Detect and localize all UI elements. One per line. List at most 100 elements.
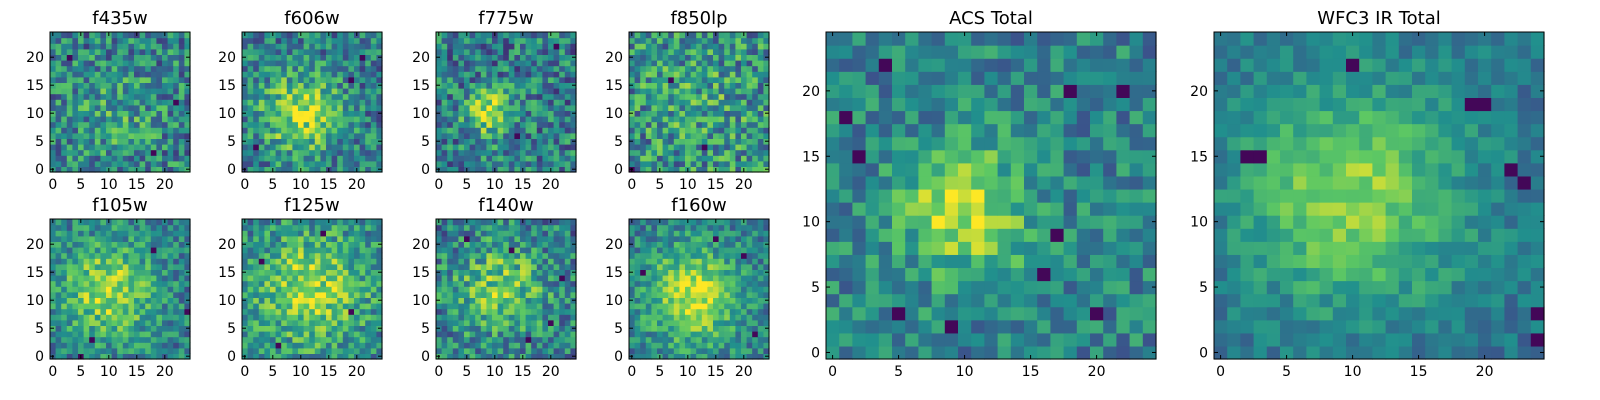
heatmap-cell [156,166,163,173]
heatmap-cell [342,219,349,226]
heatmap-cell [156,104,163,111]
heatmap-cell [145,325,152,332]
heatmap-cell [634,291,641,298]
heatmap-cell [66,252,73,259]
heatmap-cell [298,235,305,242]
heatmap-cell [441,116,448,123]
heatmap-cell [303,60,310,67]
heatmap-cell [134,43,141,50]
heatmap-cell [94,110,101,117]
heatmap-cell [139,347,146,354]
heatmap-cell [253,325,260,332]
heatmap-cell [83,88,90,95]
heatmap-cell [508,138,515,145]
heatmap-cell [564,71,571,78]
heatmap-cell [303,297,310,304]
heatmap-cell [184,132,191,139]
heatmap-cell [134,336,141,343]
heatmap-cell [162,269,169,276]
heatmap-cell [66,65,73,72]
heatmap-cell [270,263,277,270]
heatmap-cell [326,60,333,67]
heatmap-cell [741,76,748,83]
heatmap-cell [83,155,90,162]
heatmap-cell [128,308,135,315]
heatmap-cell [729,286,736,293]
heatmap-cell [752,144,759,151]
heatmap-cell [111,88,118,95]
heatmap-cell [117,116,124,123]
heatmap-cell [548,76,555,83]
heatmap-cell [752,155,759,162]
heatmap-cell [690,275,697,282]
heatmap-cell [536,138,543,145]
heatmap-cell [359,71,366,78]
heatmap-cell [464,99,471,106]
heatmap-cell [645,37,652,44]
heatmap-cell [729,48,736,55]
heatmap-cell [645,308,652,315]
heatmap-cell [354,224,361,231]
heatmap-cell [100,32,107,39]
x-tick-label: 10 [100,364,118,380]
heatmap-cell [122,65,129,72]
heatmap-cell [178,331,185,338]
heatmap-cell [320,342,327,349]
heatmap-cell [492,121,499,128]
heatmap-cell [469,297,476,304]
heatmap-cell [746,160,753,167]
heatmap-cell [657,319,664,326]
heatmap-cell [258,82,265,89]
heatmap-cell [746,138,753,145]
heatmap-cell [55,144,62,151]
heatmap-cell [497,286,504,293]
heatmap-cell [128,252,135,259]
heatmap-cell [150,32,157,39]
heatmap-cell [354,347,361,354]
heatmap-cell [724,155,731,162]
heatmap-cell [106,93,113,100]
heatmap-cell [66,269,73,276]
heatmap-cell [270,291,277,298]
heatmap-cell [520,308,527,315]
heatmap-cell [122,104,129,111]
heatmap-cell [746,99,753,106]
heatmap-cell [275,286,282,293]
heatmap-cell [275,252,282,259]
heatmap-cell [281,230,288,237]
heatmap-cell [117,319,124,326]
heatmap-cell [253,155,260,162]
heatmap-cell [503,88,510,95]
heatmap-cell [531,32,538,39]
heatmap-cell [309,132,316,139]
heatmap-cell [436,104,443,111]
heatmap-cell [94,65,101,72]
heatmap-cell [309,138,316,145]
heatmap-cell [331,263,338,270]
heatmap-cell [553,319,560,326]
heatmap-cell [270,54,277,61]
heatmap-cell [452,342,459,349]
heatmap-cell [173,353,180,360]
heatmap-cell [729,104,736,111]
heatmap-cell [354,43,361,50]
heatmap-cell [531,166,538,173]
heatmap-cell [117,353,124,360]
heatmap-cell [365,32,372,39]
heatmap-cell [270,116,277,123]
heatmap-cell [464,54,471,61]
heatmap-cell [122,144,129,151]
heatmap-cell [746,60,753,67]
heatmap-cell [264,275,271,282]
heatmap-cell [320,60,327,67]
heatmap-cell [679,121,686,128]
heatmap-cell [662,314,669,321]
heatmap-cell [348,353,355,360]
heatmap-cell [320,37,327,44]
heatmap-cell [525,99,532,106]
heatmap-cell [707,280,714,287]
heatmap-cell [275,235,282,242]
heatmap-cell [314,166,321,173]
heatmap-cell [486,319,493,326]
heatmap-cell [370,224,377,231]
